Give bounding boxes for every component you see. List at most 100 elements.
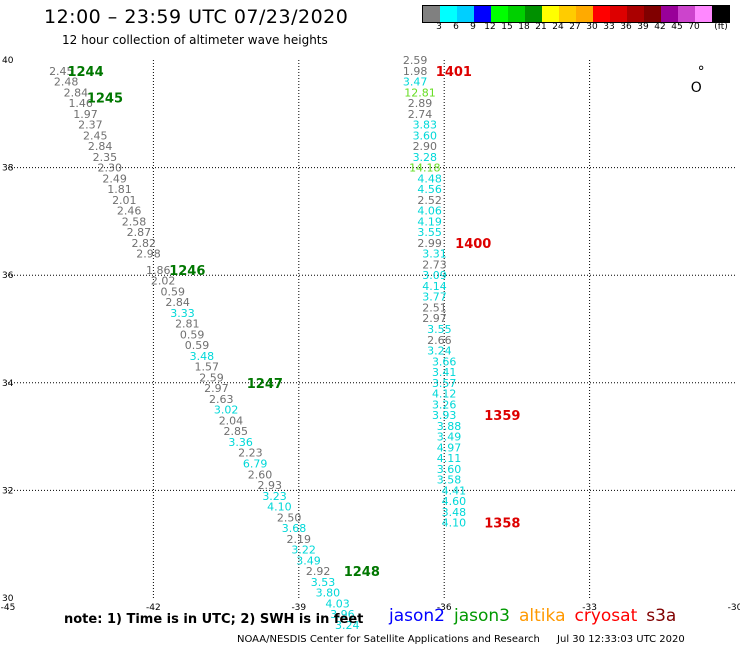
- color-scale-label: 15: [501, 22, 513, 32]
- wave-height-label: 14.18: [409, 162, 441, 175]
- wave-height-label: 3.68: [282, 522, 307, 535]
- x-tick-label: -42: [146, 603, 161, 613]
- wave-height-label: 3.55: [417, 226, 442, 239]
- color-swatch: [542, 6, 559, 22]
- wave-height-label: 4.97: [437, 441, 462, 454]
- color-swatch: [525, 6, 542, 22]
- time-label: 1248: [344, 565, 380, 580]
- wave-height-label: 2.01: [112, 194, 137, 207]
- wave-height-label: 0.59: [185, 339, 210, 352]
- wave-height-label: 3.49: [296, 554, 321, 567]
- color-scale-label: 21: [535, 22, 547, 32]
- wave-height-label: 3.80: [316, 587, 341, 600]
- color-swatch: [627, 6, 644, 22]
- wave-height-label: 2.23: [238, 447, 263, 460]
- wave-height-label: 3.24: [335, 619, 360, 632]
- wave-height-label: 4.41: [442, 484, 467, 497]
- color-scale-label: 42: [654, 22, 666, 32]
- wave-height-label: 3.09: [422, 269, 447, 282]
- time-label: 1400: [455, 237, 491, 252]
- wave-height-label: 2.89: [408, 97, 433, 110]
- color-scale-label: 33: [603, 22, 615, 32]
- color-swatch: [678, 6, 695, 22]
- wave-height-label: 2.92: [306, 565, 331, 578]
- page-title: 12:00 – 23:59 UTC 07/23/2020: [44, 6, 349, 28]
- wave-height-label: 2.74: [408, 108, 433, 121]
- color-swatch: [423, 6, 440, 22]
- wave-height-label: 2.93: [257, 479, 282, 492]
- wave-height-label: 2.45: [49, 65, 74, 78]
- footer-note: note: 1) Time is in UTC; 2) SWH is in fe…: [64, 612, 364, 627]
- map-annotation: O: [691, 80, 702, 96]
- satellite-s3a: s3a: [646, 606, 677, 626]
- wave-height-label: 4.12: [432, 388, 457, 401]
- wave-height-label: 3.60: [437, 463, 462, 476]
- wave-height-label: 2.50: [277, 511, 302, 524]
- color-scale-label: 39: [637, 22, 649, 32]
- wave-height-label: 3.28: [413, 151, 438, 164]
- x-tick-label: -39: [291, 603, 306, 613]
- color-swatch: [491, 6, 508, 22]
- color-swatch: [440, 6, 457, 22]
- y-tick-label: 32: [2, 486, 13, 496]
- wave-height-label: 4.10: [267, 501, 292, 514]
- wave-height-label: 1.86: [146, 264, 171, 277]
- x-tick-label: -36: [437, 603, 452, 613]
- wave-height-label: 2.58: [122, 215, 147, 228]
- x-tick-label: -45: [1, 603, 16, 613]
- wave-height-label: 4.10: [442, 517, 467, 530]
- credit-line: NOAA/NESDIS Center for Satellite Applica…: [237, 634, 699, 645]
- wave-height-label: 3.57: [432, 377, 457, 390]
- page-subtitle: 12 hour collection of altimeter wave hei…: [62, 33, 328, 47]
- color-swatch: [559, 6, 576, 22]
- time-label: 1358: [484, 517, 520, 532]
- wave-height-label: 6.79: [243, 458, 268, 471]
- x-tick-label: -33: [582, 603, 597, 613]
- wave-height-label: 2.46: [117, 205, 142, 218]
- wave-height-label: 3.36: [228, 436, 253, 449]
- y-tick-label: 40: [2, 56, 14, 66]
- satellite-altika: altika: [519, 606, 566, 626]
- wave-height-label: 0.59: [180, 328, 205, 341]
- map-annotation: °: [698, 64, 705, 80]
- wave-height-label: 1.57: [194, 361, 219, 374]
- satellite-jason2: jason2: [389, 606, 445, 626]
- color-scale-label: 24: [552, 22, 564, 32]
- color-swatch: [610, 6, 627, 22]
- wave-height-label: 4.11: [437, 452, 462, 465]
- color-scale-label: 27: [569, 22, 581, 32]
- color-swatch: [576, 6, 593, 22]
- wave-height-label: 3.93: [432, 409, 457, 422]
- wave-height-label: 3.24: [427, 345, 452, 358]
- wave-height-label: 0.59: [161, 285, 186, 298]
- wave-height-label: 2.97: [204, 382, 229, 395]
- color-scale-label: 3: [436, 22, 442, 32]
- wave-height-label: 4.03: [325, 597, 350, 610]
- wave-height-label: 3.96: [330, 608, 355, 621]
- x-tick-label: -30: [728, 603, 740, 613]
- wave-height-label: 3.88: [437, 420, 462, 433]
- wave-height-label: 3.53: [311, 576, 336, 589]
- wave-height-label: 2.30: [98, 162, 123, 175]
- wave-height-label: 3.83: [413, 119, 438, 132]
- color-swatch: [661, 6, 678, 22]
- wave-height-label: 4.06: [417, 205, 442, 218]
- wave-height-label: 2.49: [102, 172, 127, 185]
- wave-height-label: 2.98: [136, 248, 161, 261]
- color-scale-label: (ft): [714, 22, 728, 32]
- wave-height-label: 3.48: [190, 350, 215, 363]
- color-swatch: [712, 6, 729, 22]
- wave-height-label: 1.46: [68, 97, 93, 110]
- wave-height-label: 12.81: [404, 86, 436, 99]
- color-scale-label: 30: [586, 22, 598, 32]
- wave-height-label: 2.99: [417, 237, 442, 250]
- wave-height-label: 2.19: [287, 533, 312, 546]
- wave-height-label: 3.33: [170, 307, 195, 320]
- wave-height-label: 2.90: [413, 140, 438, 153]
- credit-org: NOAA/NESDIS Center for Satellite Applica…: [237, 634, 540, 645]
- y-tick-label: 34: [2, 379, 14, 389]
- wave-height-label: 2.73: [422, 258, 447, 271]
- wave-height-label: 2.84: [88, 140, 113, 153]
- wave-height-label: 3.31: [422, 248, 447, 261]
